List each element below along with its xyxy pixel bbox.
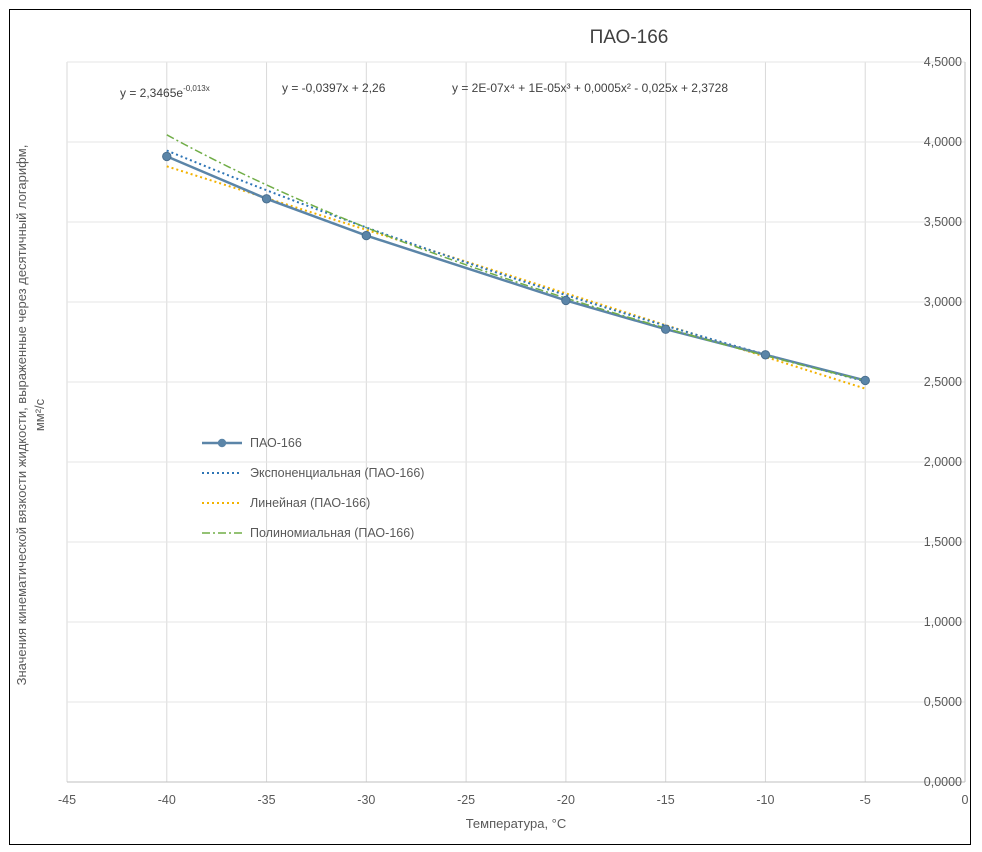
y-tick-label: 1,5000 [924, 535, 962, 549]
data-point [760, 350, 771, 360]
x-tick-label: 0 [962, 793, 969, 807]
x-tick-label: -15 [657, 793, 675, 807]
y-tick-label: 3,5000 [924, 215, 962, 229]
series-layer [162, 134, 870, 390]
trendline-polynomial [166, 134, 866, 382]
data-point [261, 194, 272, 204]
x-tick-label: -30 [357, 793, 375, 807]
data-point [561, 295, 571, 306]
legend-label: ПАО-166 [250, 436, 302, 450]
equation-exponential: y = 2,3465e-0,013x [120, 84, 210, 100]
label-layer: -45 -40 -35 -30 -25 -20 -15 -10 -5 00,0000 0,5000 1… [14, 27, 969, 831]
data-point [660, 324, 671, 334]
data-point [860, 375, 870, 386]
x-axis-title: Температура, °C [466, 816, 567, 831]
y-axis-title-line2: мм²/с [32, 398, 47, 431]
legend-label: Линейная (ПАО-166) [250, 496, 370, 510]
equation-exponential-base: y = 2,3465e [120, 86, 183, 100]
chart-svg: -45 -40 -35 -30 -25 -20 -15 -10 -5 00,0000 0,5000 1… [14, 27, 969, 831]
chart-frame: -45 -40 -35 -30 -25 -20 -15 -10 -5 0 0,0000 0,5000 1… [9, 9, 971, 845]
legend-marker-pao-166 [217, 438, 227, 448]
y-tick-label: 1,0000 [924, 615, 962, 629]
y-tick-label: 0,5000 [924, 695, 962, 709]
y-tick-label: 3,0000 [924, 295, 962, 309]
grid-layer [66, 61, 966, 783]
legend-label: Экспоненциальная (ПАО-166) [250, 466, 424, 480]
y-tick-label: 2,5000 [924, 375, 962, 389]
x-tick-label: -40 [158, 793, 176, 807]
x-tick-label: -5 [860, 793, 871, 807]
series-line-pao-166 [166, 155, 866, 382]
y-tick-label: 0,0000 [924, 775, 962, 789]
x-tick-label: -25 [457, 793, 475, 807]
x-tick-label: -10 [756, 793, 774, 807]
trendline-exponential [166, 149, 866, 383]
x-tick-label: -35 [258, 793, 276, 807]
equation-polynomial: y = 2E-07x⁴ + 1E-05x³ + 0,0005x² - 0,025… [452, 81, 728, 95]
equation-exponential-exponent: -0,013x [183, 84, 210, 93]
y-tick-label: 4,0000 [924, 135, 962, 149]
legend-label: Полиномиальная (ПАО-166) [250, 526, 414, 540]
data-point [361, 230, 372, 241]
x-tick-label: -45 [58, 793, 76, 807]
y-axis-title-line1: Значения кинематической вязкости жидкост… [14, 145, 29, 686]
data-point [162, 151, 172, 162]
y-tick-label: 2,0000 [924, 455, 962, 469]
x-tick-label: -20 [557, 793, 575, 807]
chart-title: ПАО-166 [590, 27, 669, 48]
legend: ПАО-166 Экспоненциальная (ПАО-166) Линейна… [202, 436, 424, 540]
y-tick-label: 4,5000 [924, 55, 962, 69]
equation-linear: y = -0,0397x + 2,26 [282, 81, 386, 95]
